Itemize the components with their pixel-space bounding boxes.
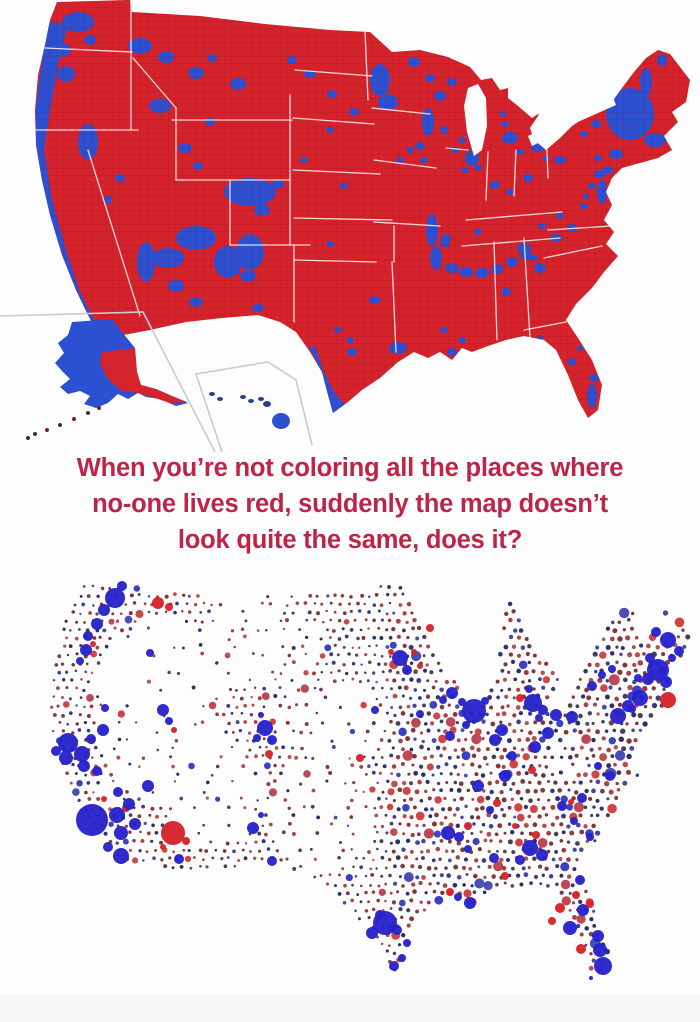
caption: When you’re not coloring all the places … [0,450,700,558]
county-choropleth-svg [0,0,690,453]
population-bubble-map [0,558,700,1022]
population-bubble-svg [50,581,691,980]
bottom-margin [0,994,700,1022]
caption-line-1: When you’re not coloring all the places … [76,454,624,482]
caption-line-2: no-one lives red, suddenly the map doesn… [92,490,608,518]
caption-line-3: look quite the same, does it? [177,526,523,554]
county-choropleth-map [0,0,700,455]
